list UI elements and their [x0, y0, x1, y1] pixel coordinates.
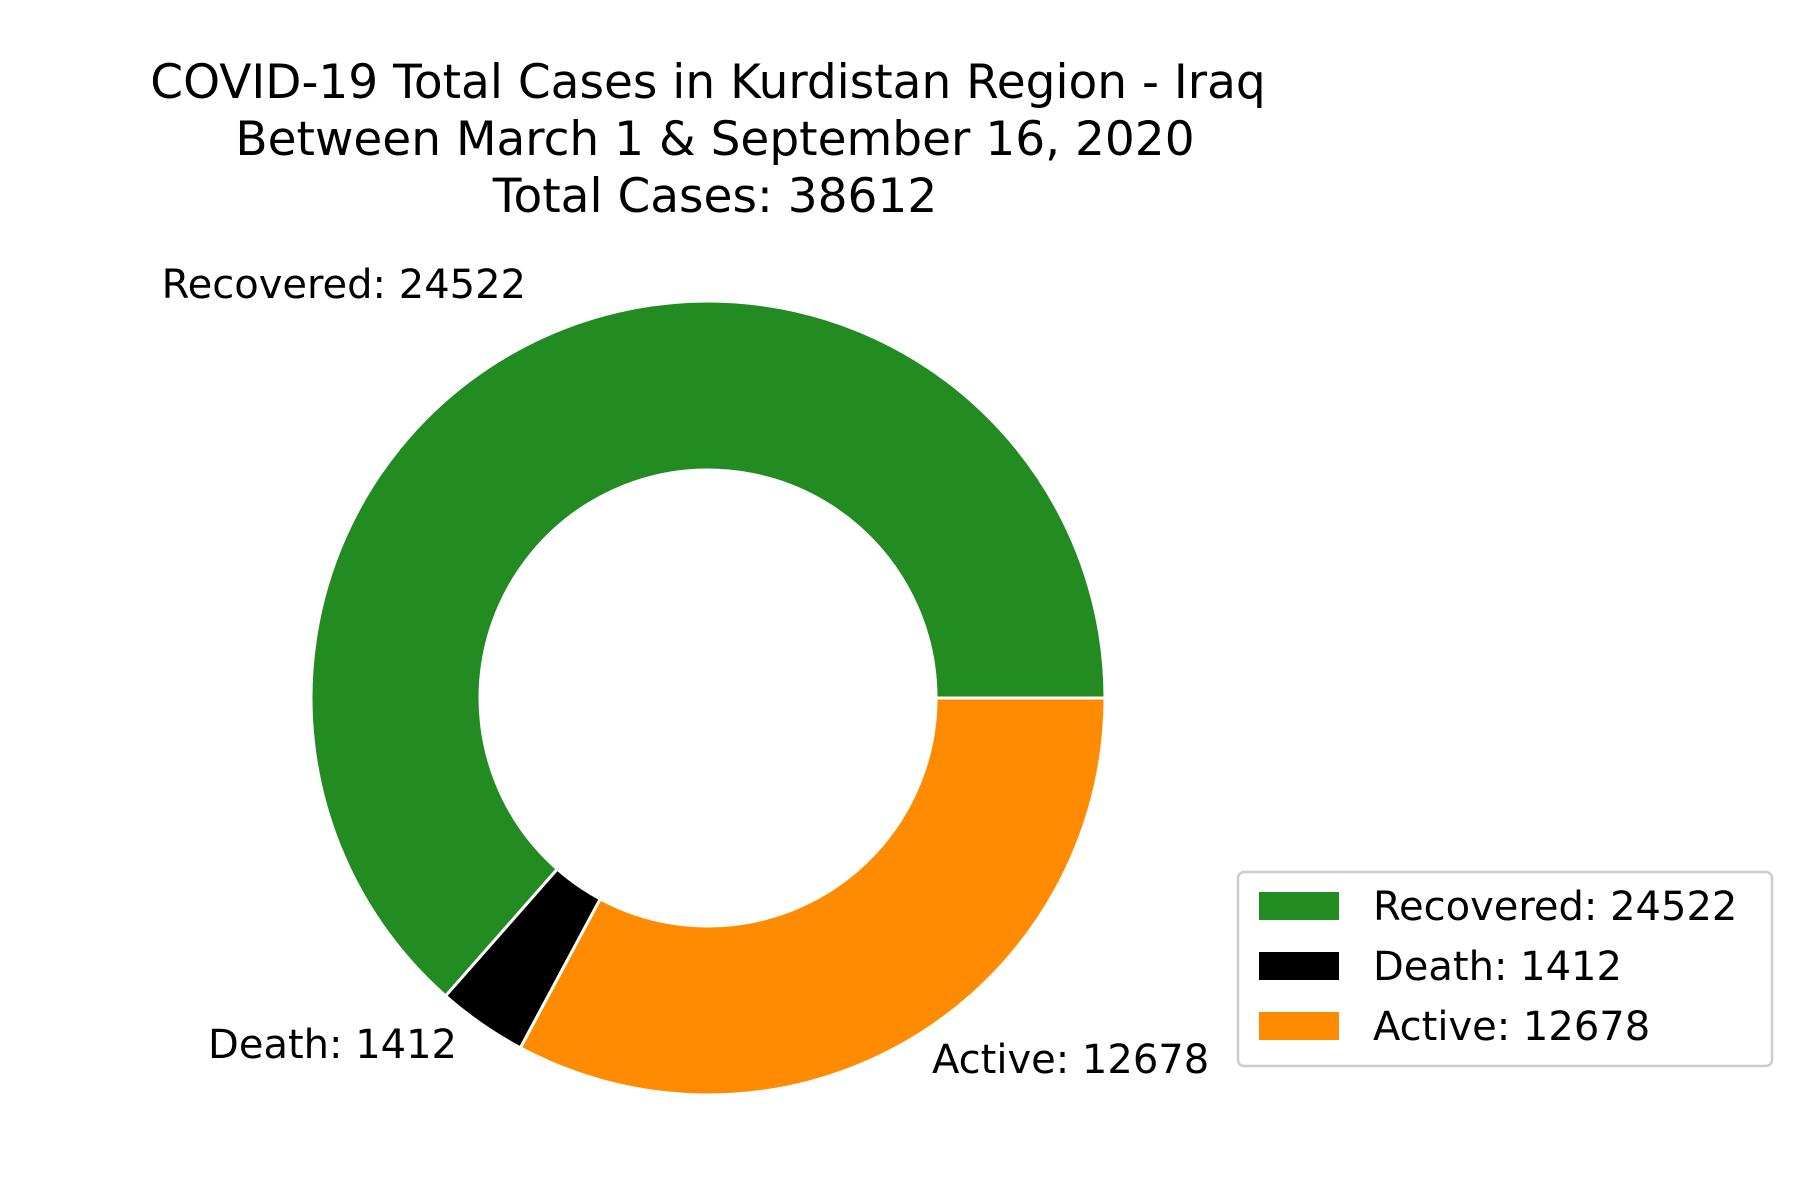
chart-title-line-1: COVID-19 Total Cases in Kurdistan Region… — [150, 55, 1266, 110]
legend-swatch-active — [1259, 1012, 1339, 1040]
legend-label-death: Death: 1412 — [1373, 944, 1622, 990]
slice-label-recovered: Recovered: 24522 — [162, 262, 526, 308]
chart-title-line-2: Between March 1 & September 16, 2020 — [235, 112, 1194, 167]
legend-label-recovered: Recovered: 24522 — [1373, 884, 1737, 930]
donut-slices — [309, 299, 1107, 1097]
chart-title-line-3: Total Cases: 38612 — [492, 169, 938, 224]
chart-title: COVID-19 Total Cases in Kurdistan Region… — [150, 55, 1266, 224]
legend-label-active: Active: 12678 — [1373, 1004, 1650, 1050]
slice-active — [518, 696, 1107, 1097]
slice-labels: Recovered: 24522 Death: 1412 Active: 12678 — [162, 262, 1210, 1083]
legend: Recovered: 24522 Death: 1412 Active: 12678 — [1236, 870, 1774, 1068]
slice-recovered — [309, 299, 1107, 998]
legend-swatch-recovered — [1259, 892, 1339, 920]
slice-label-active: Active: 12678 — [932, 1037, 1209, 1083]
legend-frame — [1236, 870, 1774, 1068]
legend-swatch-death — [1259, 952, 1339, 980]
slice-label-death: Death: 1412 — [208, 1022, 457, 1068]
